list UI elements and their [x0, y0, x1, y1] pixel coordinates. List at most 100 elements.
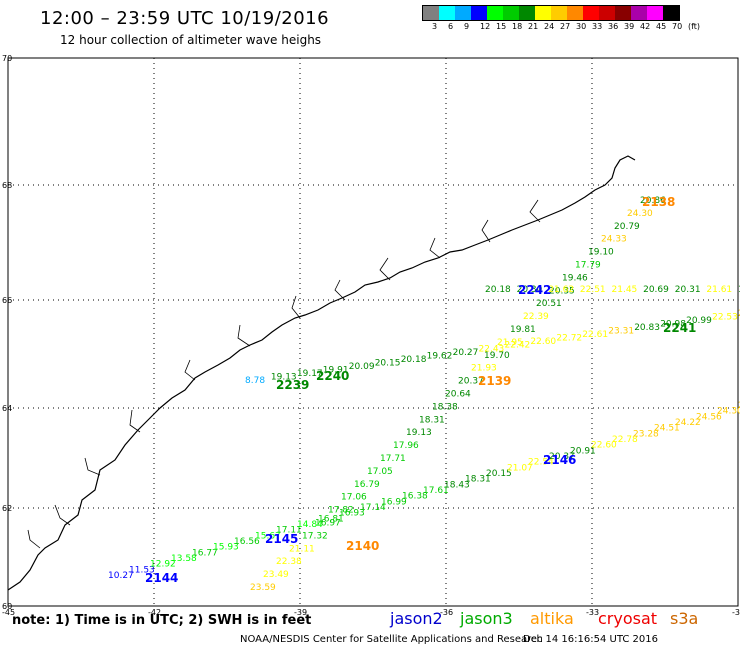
wave-height-value: 22.54: [528, 458, 554, 468]
wave-height-value: 24.85: [738, 401, 740, 411]
wave-height-value: 24.33: [601, 235, 627, 245]
wave-height-value: 19.10: [588, 248, 614, 258]
wave-height-value: 18.43: [444, 480, 470, 490]
wave-height-value: 16.56: [234, 537, 260, 547]
wave-height-value: 8.78: [245, 376, 265, 386]
wave-height-value: 15.93: [213, 543, 239, 553]
pass-id-label: 2241: [663, 321, 696, 335]
legend-swatch: [647, 6, 663, 20]
latitude-label: 60: [2, 602, 12, 611]
wave-height-value: 24.56: [696, 412, 722, 422]
legend-label: 3: [432, 22, 438, 31]
wave-height-value: 22.60: [591, 441, 617, 451]
legend-swatch: [663, 6, 679, 20]
altimeter-tracks: 20.86 24.30 20.79 24.33 19.10 17.79 19.46 20.35…: [108, 196, 740, 593]
legend-label: 45: [656, 22, 667, 31]
legend-label: 21: [528, 22, 539, 31]
wave-height-value: 16.93: [339, 509, 365, 519]
wave-height-value: 20.35: [549, 286, 575, 296]
satellite-cryosat-label: cryosat: [598, 609, 658, 628]
wave-height-value: 22.43: [479, 344, 505, 354]
satellite-altika-label: altika: [530, 609, 574, 628]
wave-height-value: 10.27: [108, 571, 134, 581]
wave-height-value: 17.96: [393, 441, 419, 451]
wave-height-value: 23.59: [250, 583, 276, 593]
map-frame: [7, 57, 739, 607]
generated-timestamp: Dec 14 16:16:54 UTC 2016: [523, 634, 658, 645]
wave-height-value: 17.11: [276, 526, 302, 536]
wave-height-value: 20.51: [536, 299, 562, 309]
pass-id-label: 2140: [346, 539, 379, 553]
wave-height-value: 16.97: [315, 519, 341, 529]
latitude-label: 62: [2, 504, 12, 513]
wave-height-value: 19.13: [271, 373, 297, 383]
wave-height-value: 20.69: [643, 285, 669, 295]
coastline: [7, 155, 636, 591]
latitude-label: 66: [2, 296, 12, 305]
wave-height-value: 21.07: [507, 463, 533, 473]
wave-height-value: 20.31: [675, 285, 701, 295]
wave-height-value: 21.61: [706, 285, 732, 295]
wave-height-value: 20.27: [453, 348, 479, 358]
longitude-label: -45: [2, 608, 15, 617]
wave-height-value: 19.62: [427, 351, 453, 361]
wave-height-value: 16.81: [318, 514, 344, 524]
pass-id-label: 2139: [478, 374, 511, 388]
pass-id-label: 2144: [145, 571, 178, 585]
wave-height-value: 22.60: [530, 337, 556, 347]
wave-height-value: 20.64: [445, 390, 471, 400]
wave-height-value: 20.99: [686, 316, 712, 326]
wave-height-value: 14.84: [297, 520, 323, 530]
wave-height-value: 23.28: [633, 429, 659, 439]
wave-height-value: 22.72: [556, 334, 582, 344]
legend-label: 30: [576, 22, 587, 31]
legend-swatch: [519, 6, 535, 20]
longitude-label: -39: [294, 608, 307, 617]
wave-height-value: 13.58: [171, 554, 197, 564]
legend-label: 15: [496, 22, 507, 31]
wave-height-value: 20.18: [485, 285, 511, 295]
wave-height-value: 11.53: [129, 565, 155, 575]
footer-note: note: 1) Time is in UTC; 2) SWH is in fe…: [12, 613, 312, 628]
wave-height-value: 24.51: [654, 424, 680, 434]
wave-height-value: 24.30: [627, 209, 653, 219]
wave-height-value: 16.77: [192, 548, 218, 558]
pass-labels: 2138 2139 2140 2144 2145 2146 2239 2240 2241 2242: [145, 195, 696, 585]
longitude-label: -42: [148, 608, 161, 617]
page-subtitle: 12 hour collection of altimeter wave hei…: [60, 33, 322, 47]
wave-height-value: 19.81: [510, 325, 536, 335]
legend-swatch: [423, 6, 439, 20]
wave-height-value: 20.18: [401, 355, 427, 365]
legend-label: 6: [448, 22, 454, 31]
wave-height-value: 19.17: [297, 369, 323, 379]
wave-height-value: 19.13: [406, 428, 432, 438]
graticule: [8, 58, 738, 606]
legend-swatch: [631, 6, 647, 20]
wave-height-value: 19.91: [323, 365, 349, 375]
wave-height-value: 23.49: [263, 570, 289, 580]
wave-height-value: 21.45: [612, 285, 638, 295]
legend-label: 27: [560, 22, 571, 31]
wave-height-value: 19.25: [738, 285, 740, 295]
legend-swatch: [455, 6, 471, 20]
legend-swatch: [583, 6, 599, 20]
legend-label: 70: [672, 22, 683, 31]
wave-height-value: 20.79: [614, 222, 640, 232]
wave-height-value: 20.37: [458, 377, 484, 387]
legend-swatch: [599, 6, 615, 20]
wave-height-value: 17.79: [575, 261, 601, 271]
legend-swatch: [551, 6, 567, 20]
latitude-label: 68: [2, 181, 12, 190]
wave-height-value: 22.51: [580, 285, 606, 295]
wave-height-value: 23.03: [738, 309, 740, 319]
wave-height-value: 22.38: [276, 557, 302, 567]
pass-id-label: 2239: [276, 378, 309, 392]
legend-label: 42: [640, 22, 651, 31]
color-legend-labels: 3 6 9 12 15 18 21 24 27 30 33 36 39 42 45 70 (ft): [422, 22, 740, 34]
legend-label: 36: [608, 22, 619, 31]
axis-labels: 70 68 66 64 62 60-45 -42 -39 -36 -33 -30: [2, 54, 740, 617]
wave-height-value: 20.30: [517, 285, 543, 295]
wave-height-value: 17.06: [341, 493, 367, 503]
legend-label: 18: [512, 22, 523, 31]
